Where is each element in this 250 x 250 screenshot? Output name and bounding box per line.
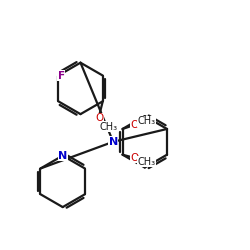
Text: CH₃: CH₃ (137, 116, 155, 126)
Text: O: O (130, 120, 138, 130)
Text: O: O (96, 113, 104, 123)
Text: O: O (130, 153, 138, 163)
Text: CH₃: CH₃ (100, 122, 118, 132)
Text: N: N (108, 137, 118, 147)
Text: F: F (58, 70, 65, 81)
Text: N: N (108, 137, 118, 147)
Text: CH₃: CH₃ (137, 156, 155, 166)
Text: N: N (58, 151, 67, 161)
